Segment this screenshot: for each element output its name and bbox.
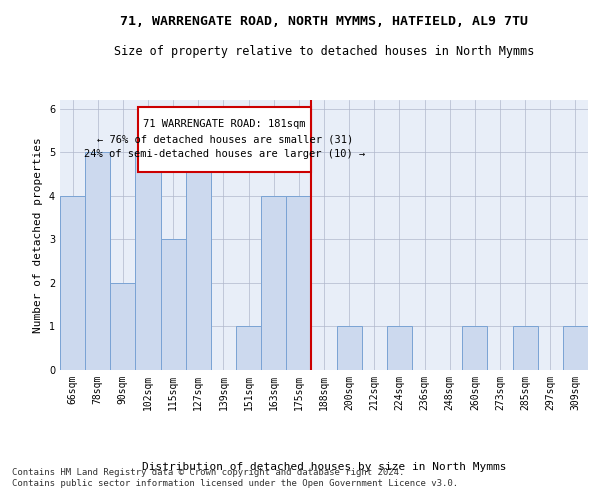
Text: 71, WARRENGATE ROAD, NORTH MYMMS, HATFIELD, AL9 7TU: 71, WARRENGATE ROAD, NORTH MYMMS, HATFIE…: [120, 15, 528, 28]
Bar: [186, 152, 211, 370]
Bar: [286, 196, 311, 370]
Bar: [136, 152, 161, 370]
Bar: [462, 326, 487, 370]
Bar: [85, 152, 110, 370]
Bar: [261, 196, 286, 370]
Bar: [110, 283, 136, 370]
Text: 71 WARRENGATE ROAD: 181sqm
← 76% of detached houses are smaller (31)
24% of semi: 71 WARRENGATE ROAD: 181sqm ← 76% of deta…: [84, 120, 365, 159]
Text: Contains HM Land Registry data © Crown copyright and database right 2024.
Contai: Contains HM Land Registry data © Crown c…: [12, 468, 458, 487]
Y-axis label: Number of detached properties: Number of detached properties: [34, 137, 43, 333]
Bar: [563, 326, 588, 370]
Bar: [387, 326, 412, 370]
Bar: [337, 326, 362, 370]
FancyBboxPatch shape: [138, 106, 311, 172]
Bar: [161, 240, 186, 370]
Text: Distribution of detached houses by size in North Mymms: Distribution of detached houses by size …: [142, 462, 506, 472]
Bar: [512, 326, 538, 370]
Text: Size of property relative to detached houses in North Mymms: Size of property relative to detached ho…: [114, 45, 534, 58]
Bar: [236, 326, 261, 370]
Bar: [60, 196, 85, 370]
